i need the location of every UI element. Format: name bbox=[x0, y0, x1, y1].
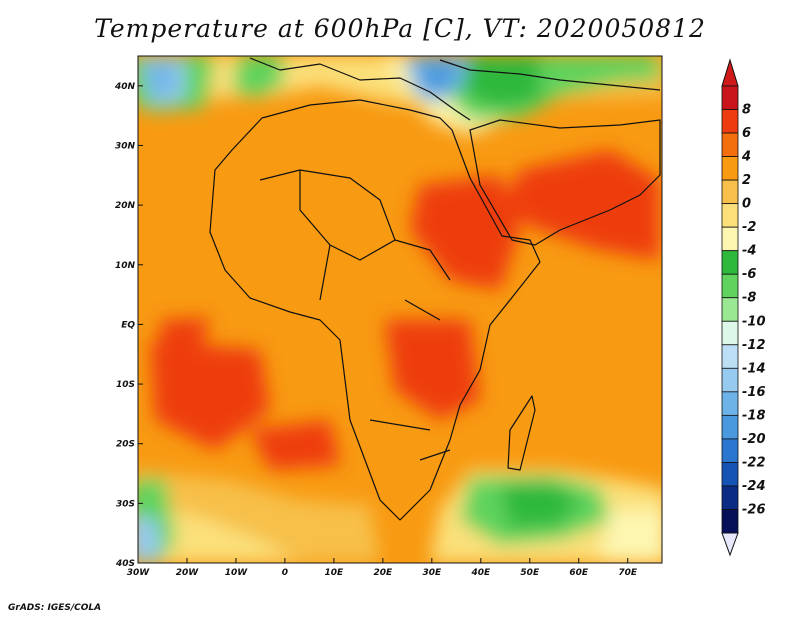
lat-tick-label: 10S bbox=[116, 380, 135, 390]
lon-tick-label: 30E bbox=[422, 568, 442, 578]
colorbar-label: -16 bbox=[742, 385, 766, 400]
plot-title: Temperature at 600hPa [C], VT: 202005081… bbox=[94, 14, 706, 43]
colorbar-arrow-bottom bbox=[721, 532, 739, 557]
lon-tick-label: 20W bbox=[176, 568, 200, 578]
colorbar-swatch-10 bbox=[721, 320, 739, 346]
lon-tick-label: 60E bbox=[569, 568, 589, 578]
colorbar-label: -26 bbox=[742, 502, 766, 517]
lon-tick-label: 30W bbox=[127, 568, 151, 578]
colorbar-swatch-3 bbox=[721, 156, 739, 181]
lat-tick-label: 20S bbox=[116, 440, 135, 450]
colorbar-swatch-8 bbox=[721, 273, 739, 299]
colorbar-label: -22 bbox=[742, 455, 766, 470]
colorbar-swatch-5 bbox=[721, 203, 739, 228]
colorbar-label: -10 bbox=[742, 314, 766, 329]
colorbar-label: -18 bbox=[742, 408, 766, 423]
colorbar-swatch-13 bbox=[721, 391, 739, 416]
colorbar-label: -4 bbox=[742, 244, 756, 259]
colorbar-arrow-top bbox=[721, 58, 739, 87]
lon-tick-label: 10E bbox=[325, 568, 345, 578]
lon-tick-label: 20E bbox=[374, 568, 394, 578]
coastlines bbox=[209, 57, 661, 521]
colorbar-swatch-1 bbox=[721, 109, 739, 134]
plot-frame bbox=[137, 55, 663, 564]
colorbar-swatch-9 bbox=[721, 297, 739, 322]
colorbar-label: -20 bbox=[742, 432, 766, 447]
colorbar-swatch-7 bbox=[721, 250, 739, 275]
lon-tick-label: 40E bbox=[470, 568, 491, 578]
colorbar-swatch-17 bbox=[721, 485, 739, 510]
colorbar-label: -14 bbox=[742, 361, 766, 376]
colorbar-label: -12 bbox=[742, 338, 766, 353]
lat-tick-label: 20N bbox=[115, 201, 136, 211]
colorbar-label: -6 bbox=[742, 267, 756, 282]
axis-ticks: 30W 20W 10W 0 10E 20E 30E 40E 50E 60E 70E 40N 30N 20N… bbox=[114, 82, 638, 578]
lat-tick-label: 30N bbox=[115, 141, 136, 151]
colorbar-label: -24 bbox=[742, 479, 766, 494]
lon-tick-label: 10W bbox=[225, 568, 249, 578]
colorbar-swatch-2 bbox=[721, 132, 739, 157]
colorbar-label: -2 bbox=[742, 220, 756, 235]
lat-tick-label: 30S bbox=[116, 499, 135, 509]
lat-tick-label: 40N bbox=[114, 82, 136, 92]
colorbar-swatch-16 bbox=[721, 462, 739, 487]
temperature-field bbox=[138, 56, 662, 563]
lat-tick-label: 10N bbox=[115, 261, 136, 271]
colorbar-swatch-12 bbox=[721, 367, 739, 393]
colorbar-swatch-14 bbox=[721, 414, 739, 440]
colorbar-label: 2 bbox=[742, 173, 751, 188]
colorbar-label: 4 bbox=[741, 150, 751, 165]
colorbar-label: 0 bbox=[742, 197, 751, 212]
colorbar-swatch-4 bbox=[721, 179, 739, 205]
colorbar-swatch-11 bbox=[721, 344, 739, 369]
colorbar: 8 6 4 2 0 -2 -4 -6 -8 -10 -12 -14 -16 -18 -20 -22 -24 -26 bbox=[721, 58, 766, 557]
colorbar-label: 8 bbox=[742, 103, 751, 118]
colorbar-swatch-6 bbox=[721, 226, 739, 252]
colorbar-label: -8 bbox=[742, 291, 756, 306]
lon-tick-label: 0 bbox=[282, 568, 288, 578]
colorbar-swatch-18 bbox=[721, 509, 739, 534]
lat-tick-label: EQ bbox=[121, 320, 135, 330]
lon-tick-label: 50E bbox=[520, 568, 540, 578]
grads-credit: GrADS: IGES/COLA bbox=[8, 603, 102, 613]
colorbar-label: 6 bbox=[742, 126, 751, 141]
lon-tick-label: 70E bbox=[618, 568, 638, 578]
colorbar-swatch-15 bbox=[721, 438, 739, 463]
lat-tick-label: 40S bbox=[115, 559, 135, 569]
colorbar-swatch-0 bbox=[721, 85, 739, 110]
